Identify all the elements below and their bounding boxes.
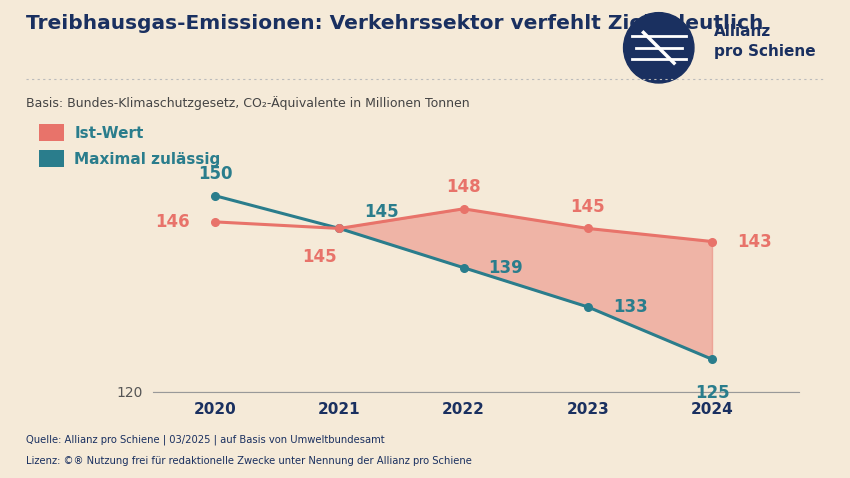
Text: 145: 145	[570, 198, 605, 216]
Legend: Ist-Wert, Maximal zulässig: Ist-Wert, Maximal zulässig	[33, 118, 227, 174]
Text: 125: 125	[694, 384, 729, 402]
Text: 148: 148	[446, 178, 481, 196]
Text: Quelle: Allianz pro Schiene | 03/2025 | auf Basis von Umweltbundesamt: Quelle: Allianz pro Schiene | 03/2025 | …	[26, 435, 384, 445]
Text: Basis: Bundes-Klimaschutzgesetz, CO₂-Äquivalente in Millionen Tonnen: Basis: Bundes-Klimaschutzgesetz, CO₂-Äqu…	[26, 96, 469, 109]
Text: Allianz
pro Schiene: Allianz pro Schiene	[714, 24, 816, 59]
Circle shape	[624, 12, 694, 83]
Text: 145: 145	[303, 248, 337, 266]
Text: Lizenz: ©® Nutzung frei für redaktionelle Zwecke unter Nennung der Allianz pro S: Lizenz: ©® Nutzung frei für redaktionell…	[26, 456, 472, 467]
Text: 133: 133	[613, 298, 648, 316]
Text: Treibhausgas-Emissionen: Verkehrssektor verfehlt Ziele deutlich: Treibhausgas-Emissionen: Verkehrssektor …	[26, 14, 763, 33]
Text: 150: 150	[198, 165, 232, 183]
Text: 146: 146	[156, 213, 190, 231]
Text: 143: 143	[737, 232, 772, 250]
Text: 145: 145	[365, 204, 399, 221]
Text: 139: 139	[489, 259, 524, 277]
